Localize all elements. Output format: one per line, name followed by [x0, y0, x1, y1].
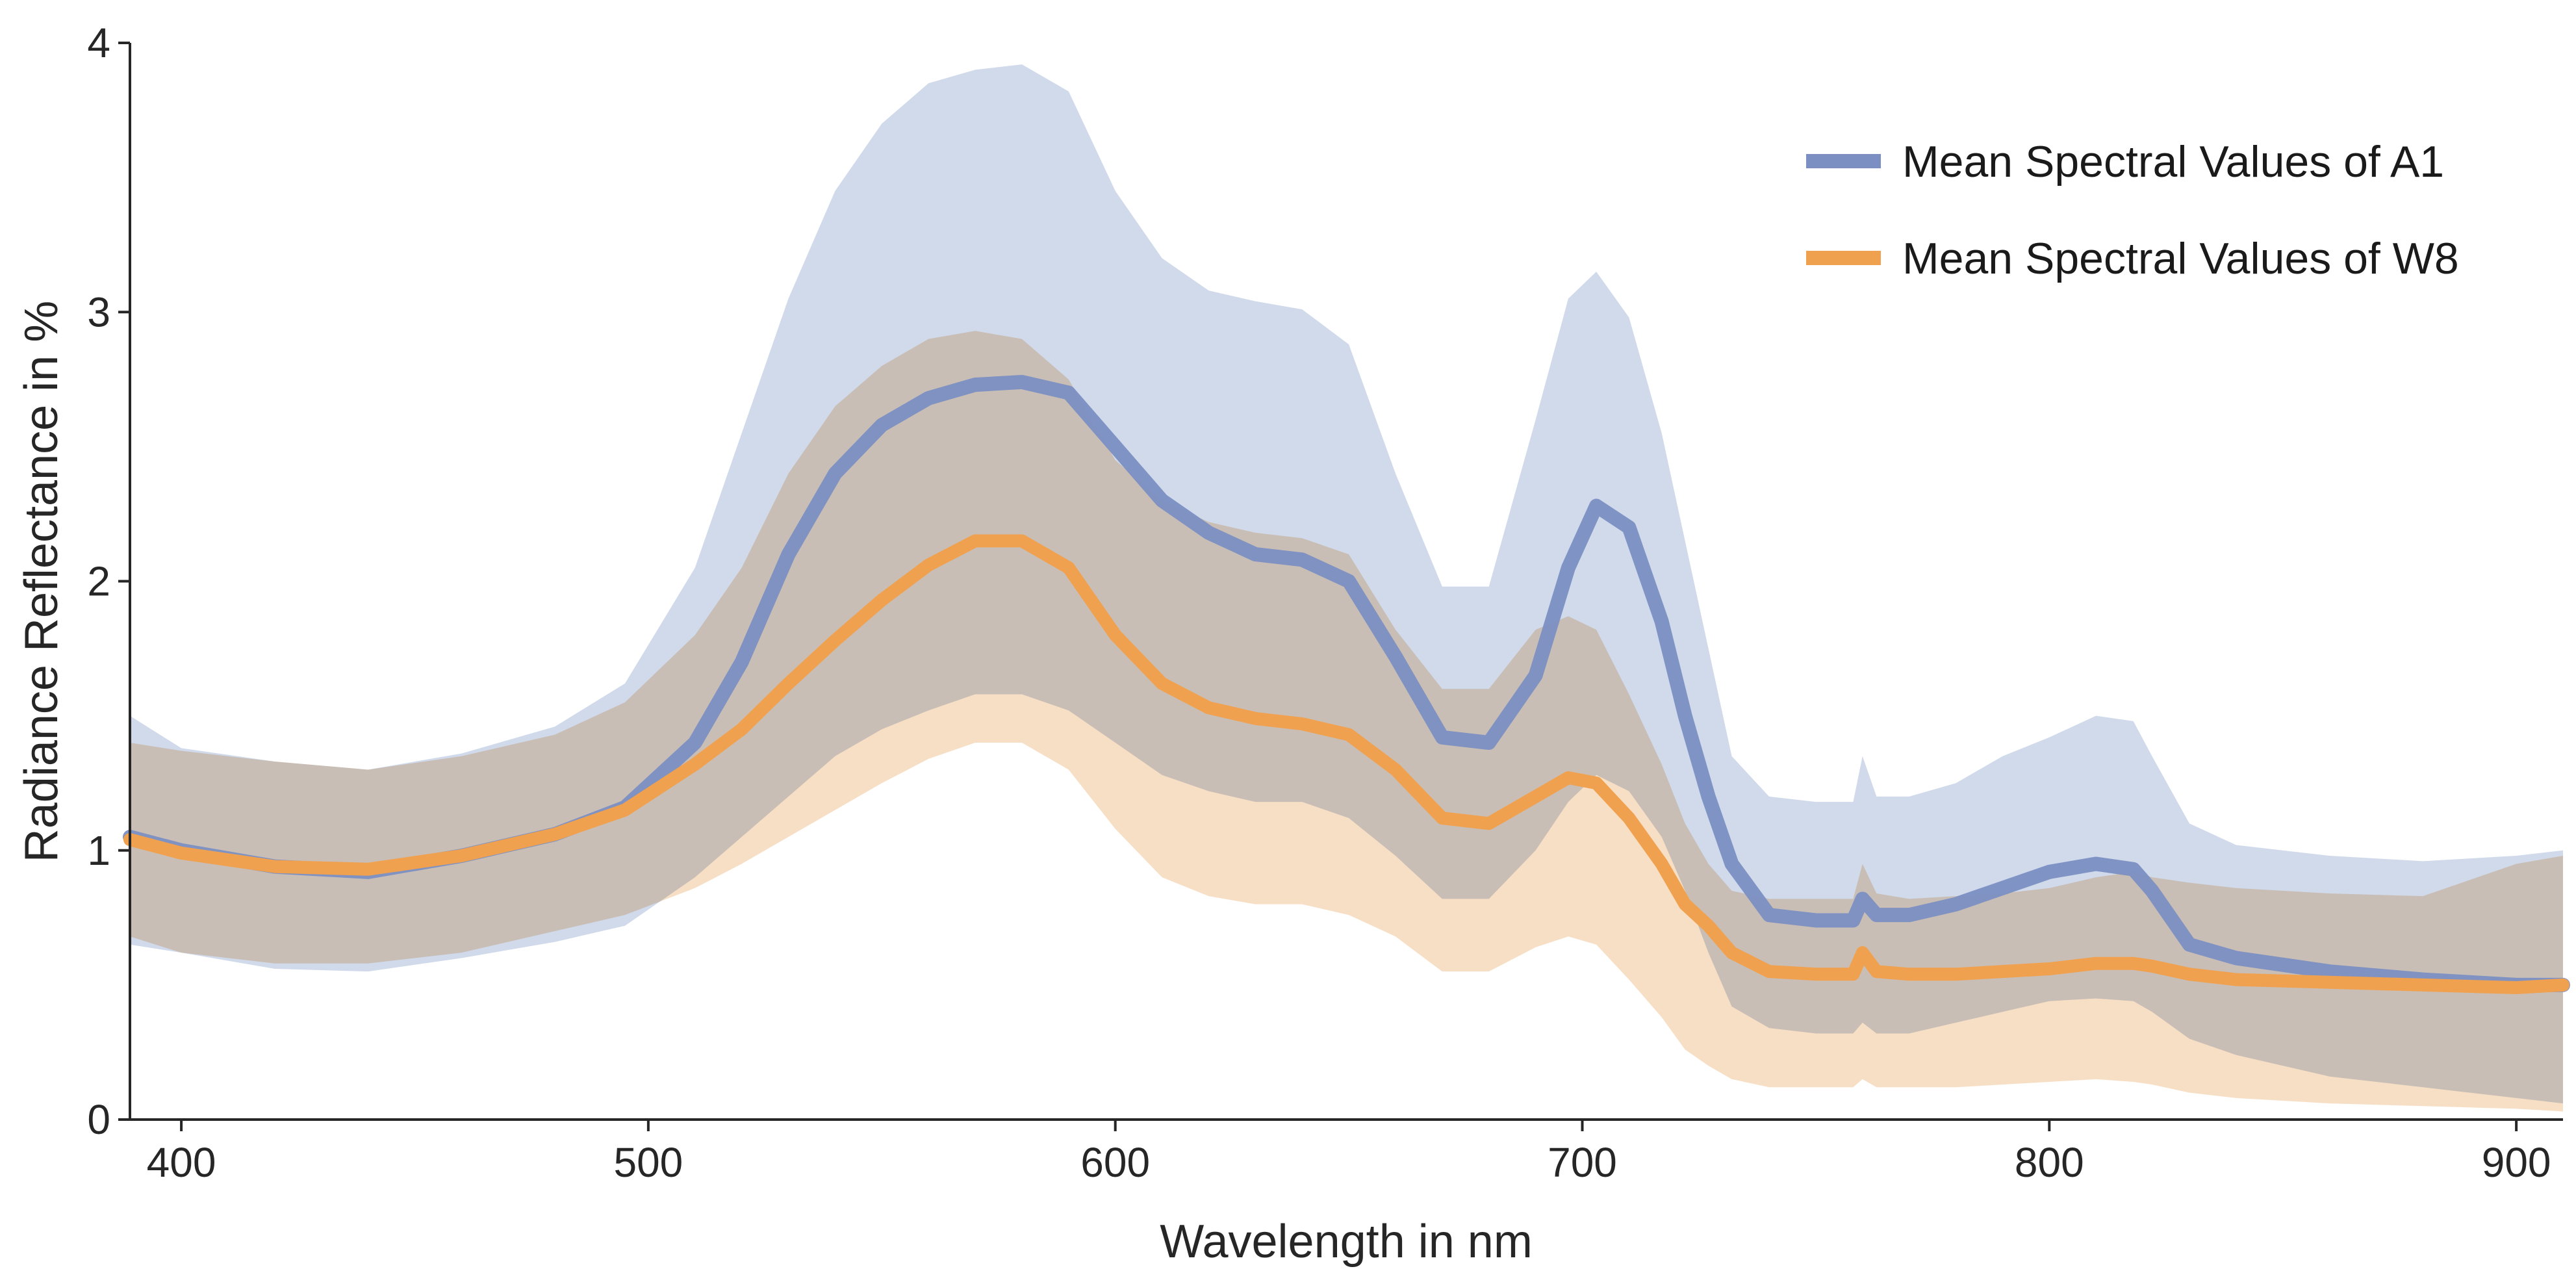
mean-line-a1 [123, 374, 2570, 992]
y-tick-label: 0 [87, 1096, 110, 1143]
x-ticks: 400 500 600 700 800 900 [147, 1120, 2551, 1186]
y-tick-label: 3 [87, 288, 110, 335]
x-tick-label: 500 [613, 1139, 683, 1186]
legend-label-w8: Mean Spectral Values of W8 [1902, 234, 2459, 283]
x-tick-label: 700 [1548, 1139, 1617, 1186]
legend: Mean Spectral Values of A1 Mean Spectral… [1806, 137, 2459, 283]
legend-entry-w8: Mean Spectral Values of W8 [1806, 234, 2459, 283]
x-tick-label: 400 [147, 1139, 216, 1186]
y-ticks: 0 1 2 3 4 [87, 19, 130, 1143]
y-tick-label: 4 [87, 19, 110, 66]
y-tick-label: 1 [87, 827, 110, 874]
x-axis-title: Wavelength in nm [1160, 1216, 1533, 1268]
y-tick-label: 2 [87, 558, 110, 605]
legend-label-a1: Mean Spectral Values of A1 [1902, 137, 2444, 186]
y-axis-title: Radiance Reflectance in % [16, 301, 68, 863]
x-tick-label: 900 [2482, 1139, 2551, 1186]
mean-line-w8 [123, 534, 2570, 995]
x-tick-label: 600 [1080, 1139, 1150, 1186]
mean-lines [123, 374, 2570, 995]
legend-entry-a1: Mean Spectral Values of A1 [1806, 137, 2444, 186]
x-tick-label: 800 [2015, 1139, 2084, 1186]
std-band-w8 [130, 331, 2563, 1112]
